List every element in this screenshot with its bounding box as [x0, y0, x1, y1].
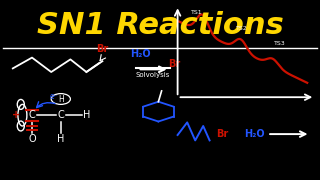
Text: C: C	[57, 110, 64, 120]
Text: H: H	[57, 134, 65, 144]
Text: Br: Br	[96, 44, 108, 54]
Text: Br: Br	[216, 129, 228, 139]
Text: Solvolysis: Solvolysis	[136, 72, 170, 78]
Text: H₂O: H₂O	[244, 129, 265, 139]
Text: H₂O: H₂O	[131, 49, 151, 59]
Text: H: H	[58, 94, 64, 103]
Text: SN1 Reactions: SN1 Reactions	[36, 11, 284, 40]
Text: O: O	[28, 134, 36, 144]
Text: C: C	[28, 110, 36, 120]
Text: +: +	[12, 110, 20, 120]
Text: TS1: TS1	[191, 10, 203, 15]
Text: Br: Br	[168, 59, 180, 69]
Text: H: H	[83, 110, 90, 120]
Text: e⁻: e⁻	[50, 92, 59, 101]
Text: TS3: TS3	[274, 41, 286, 46]
Text: TS2: TS2	[236, 26, 247, 31]
